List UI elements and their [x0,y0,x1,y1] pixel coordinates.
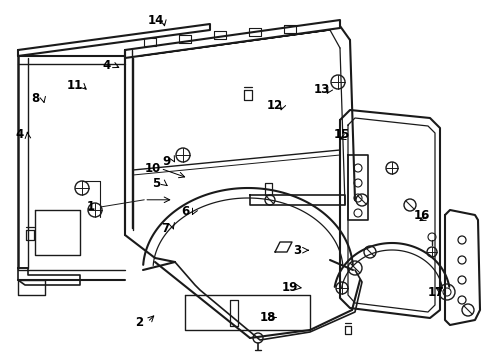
Text: 10: 10 [144,162,161,175]
Text: 11: 11 [66,79,82,92]
Text: 19: 19 [281,281,297,294]
Text: 18: 18 [259,311,276,324]
Text: 16: 16 [412,209,429,222]
Text: 2: 2 [135,316,143,329]
Text: 5: 5 [152,177,160,190]
Text: 9: 9 [162,155,170,168]
Text: 17: 17 [427,286,444,299]
Text: 8: 8 [31,93,39,105]
Text: 6: 6 [182,205,189,218]
Text: 13: 13 [313,83,329,96]
Text: 3: 3 [293,244,301,257]
Text: 12: 12 [266,99,283,112]
Text: 4: 4 [16,129,23,141]
Text: 14: 14 [147,14,163,27]
Text: 4: 4 [102,59,110,72]
Text: 1: 1 [86,201,94,213]
Text: 15: 15 [333,129,350,141]
Text: 7: 7 [161,222,169,235]
